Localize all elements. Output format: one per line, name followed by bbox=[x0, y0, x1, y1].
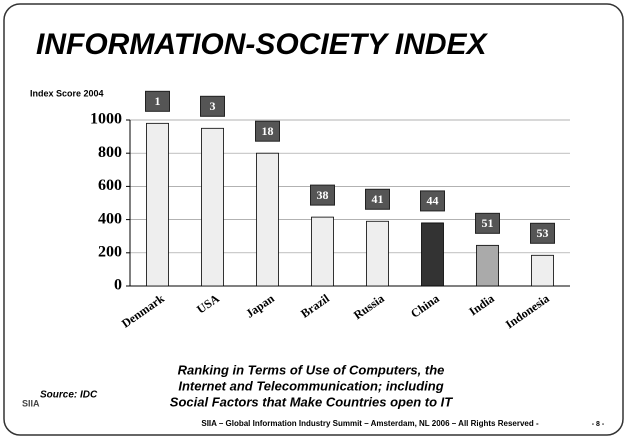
rank-box bbox=[420, 190, 445, 212]
rank-label: 38 bbox=[317, 188, 329, 202]
bar bbox=[201, 127, 224, 287]
y-tick-label: 0 bbox=[114, 277, 122, 294]
bar bbox=[476, 244, 499, 287]
rank-box bbox=[530, 222, 555, 244]
y-tick-label: 600 bbox=[98, 177, 122, 194]
rank-label: 41 bbox=[372, 192, 384, 206]
caption: Ranking in Terms of Use of Computers, th… bbox=[178, 362, 445, 377]
rank-box bbox=[310, 184, 335, 206]
rank-label: 3 bbox=[210, 99, 216, 113]
page-number: - 8 - bbox=[592, 421, 605, 428]
rank-label: 44 bbox=[427, 194, 439, 208]
footer: SIIA – Global Information Industry Summi… bbox=[201, 419, 539, 428]
logo: SIIA bbox=[22, 398, 40, 408]
y-tick-label: 800 bbox=[98, 144, 122, 161]
rank-box bbox=[145, 90, 170, 112]
chart-title: INFORMATION-SOCIETY INDEX bbox=[36, 28, 489, 61]
rank-box bbox=[255, 120, 280, 142]
rank-label: 1 bbox=[155, 94, 161, 108]
caption: Social Factors that Make Countries open … bbox=[170, 394, 453, 409]
rank-label: 51 bbox=[482, 216, 494, 230]
caption: Internet and Telecommunication; includin… bbox=[178, 378, 443, 393]
bar bbox=[256, 152, 279, 287]
bar bbox=[531, 254, 554, 287]
bar bbox=[421, 222, 444, 287]
rank-box bbox=[200, 95, 225, 117]
y-tick-label: 1000 bbox=[90, 111, 122, 128]
bar bbox=[311, 216, 334, 287]
rank-label: 18 bbox=[262, 124, 274, 138]
y-tick-label: 200 bbox=[98, 243, 122, 260]
bar bbox=[146, 122, 169, 287]
rank-box bbox=[475, 212, 500, 234]
y-tick-label: 400 bbox=[98, 210, 122, 227]
bar bbox=[366, 220, 389, 287]
y-axis-label: Index Score 2004 bbox=[30, 88, 104, 98]
rank-box bbox=[365, 188, 390, 210]
source: Source: IDC bbox=[40, 390, 98, 401]
rank-label: 53 bbox=[537, 226, 549, 240]
